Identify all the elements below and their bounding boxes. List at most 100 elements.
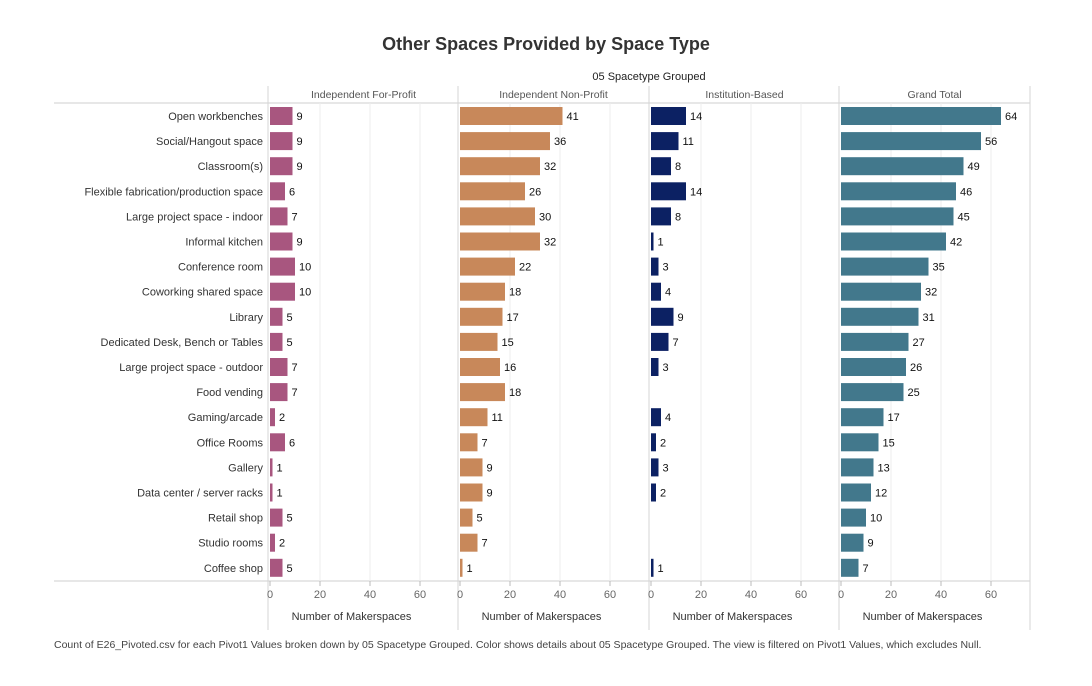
bar [841,558,859,577]
bar [651,433,656,452]
bar [651,558,654,577]
tick-label: 0 [457,589,463,601]
bar [651,458,659,477]
data-label: 42 [950,237,962,249]
tick-label: 0 [648,589,654,601]
tick-label: 60 [985,589,997,601]
bar [270,282,295,301]
data-label: 45 [958,211,970,223]
data-label: 64 [1005,111,1017,123]
tick-label: 40 [745,589,757,601]
data-label: 27 [913,337,925,349]
bar [270,232,293,251]
category-label: Food vending [196,387,263,399]
data-label: 5 [287,337,293,349]
category-label: Conference room [178,262,263,274]
bar [841,433,879,452]
bar [651,358,659,376]
bar [841,508,866,527]
bar [460,508,473,527]
bar [270,207,288,226]
data-label: 14 [690,111,702,123]
data-label: 18 [509,387,521,399]
data-label: 9 [487,488,493,500]
bar [460,232,540,251]
data-label: 8 [675,211,681,223]
data-label: 2 [660,488,666,500]
data-label: 31 [923,312,935,324]
bar [460,307,503,326]
category-label: Coworking shared space [142,287,263,299]
bar [460,533,478,552]
chart-footnote: Count of E26_Pivoted.csv for each Pivot1… [54,639,982,651]
category-label: Office Rooms [197,437,264,449]
data-label: 26 [529,186,541,198]
bar [651,182,686,201]
tick-label: 20 [504,589,516,601]
bar [270,257,295,276]
bar [460,458,483,477]
category-label: Large project space - indoor [126,211,263,223]
category-label: Dedicated Desk, Bench or Tables [101,337,264,349]
bar [460,207,535,226]
bar [270,332,283,351]
axis-label: Number of Makerspaces [292,611,412,623]
bar [270,433,285,452]
data-label: 5 [287,312,293,324]
data-label: 32 [925,287,937,299]
bar [841,408,884,427]
bar [841,207,954,226]
category-label: Open workbenches [168,111,263,123]
data-label: 7 [292,387,298,399]
chart-title: Other Spaces Provided by Space Type [382,34,710,54]
category-label: Retail shop [208,513,263,525]
data-label: 4 [665,287,671,299]
bar [460,408,488,427]
bar [651,257,659,276]
bar [270,558,283,577]
axis-label: Number of Makerspaces [673,611,793,623]
data-label: 9 [678,312,684,324]
category-label: Data center / server racks [137,488,263,500]
data-label: 5 [287,513,293,525]
data-label: 30 [539,211,551,223]
data-label: 7 [482,538,488,550]
category-label: Informal kitchen [185,237,263,249]
category-label: Flexible fabrication/production space [84,186,263,198]
bar [841,257,929,276]
data-label: 17 [888,412,900,424]
category-label: Social/Hangout space [156,136,263,148]
bar [270,408,275,427]
bar [460,282,505,301]
panel-header: Independent Non-Profit [499,89,608,101]
bar [460,558,463,577]
category-label: Gallery [228,462,263,474]
data-label: 17 [507,312,519,324]
data-label: 8 [675,161,681,173]
bar [651,132,679,151]
category-label: Large project space - outdoor [119,362,263,374]
data-label: 15 [883,437,895,449]
bar [460,332,498,351]
data-label: 36 [554,136,566,148]
data-label: 3 [663,262,669,274]
data-label: 4 [665,412,671,424]
data-label: 26 [910,362,922,374]
bar [460,257,515,276]
bar [841,232,946,251]
data-label: 41 [567,111,579,123]
data-label: 6 [289,437,295,449]
bar [841,483,871,502]
tick-label: 40 [935,589,947,601]
data-label: 11 [683,136,694,148]
bar [651,307,674,326]
bar [841,182,956,201]
data-label: 10 [870,513,882,525]
bar [270,383,288,402]
bar [651,408,661,427]
category-label: Gaming/arcade [188,412,263,424]
data-label: 5 [477,513,483,525]
bar [651,232,654,251]
tick-label: 0 [267,589,273,601]
data-label: 12 [875,488,887,500]
